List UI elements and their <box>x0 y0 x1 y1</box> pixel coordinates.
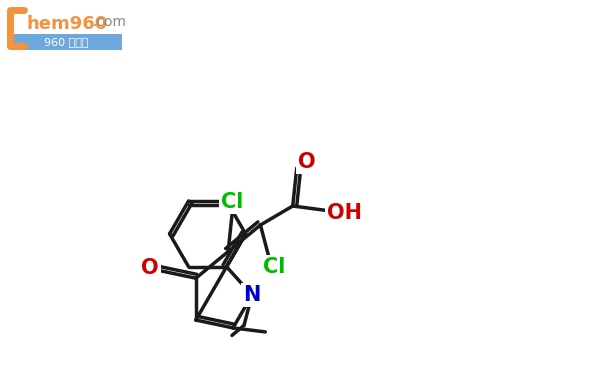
Text: .com: .com <box>92 15 126 29</box>
Text: Cl: Cl <box>263 257 286 278</box>
Text: hem960: hem960 <box>26 15 107 33</box>
Text: O: O <box>141 258 159 278</box>
Text: Cl: Cl <box>221 192 243 211</box>
Text: N: N <box>243 285 261 305</box>
Text: OH: OH <box>327 203 362 223</box>
Text: 960 化工网: 960 化工网 <box>44 37 88 47</box>
FancyBboxPatch shape <box>10 34 122 50</box>
Text: O: O <box>298 152 316 172</box>
